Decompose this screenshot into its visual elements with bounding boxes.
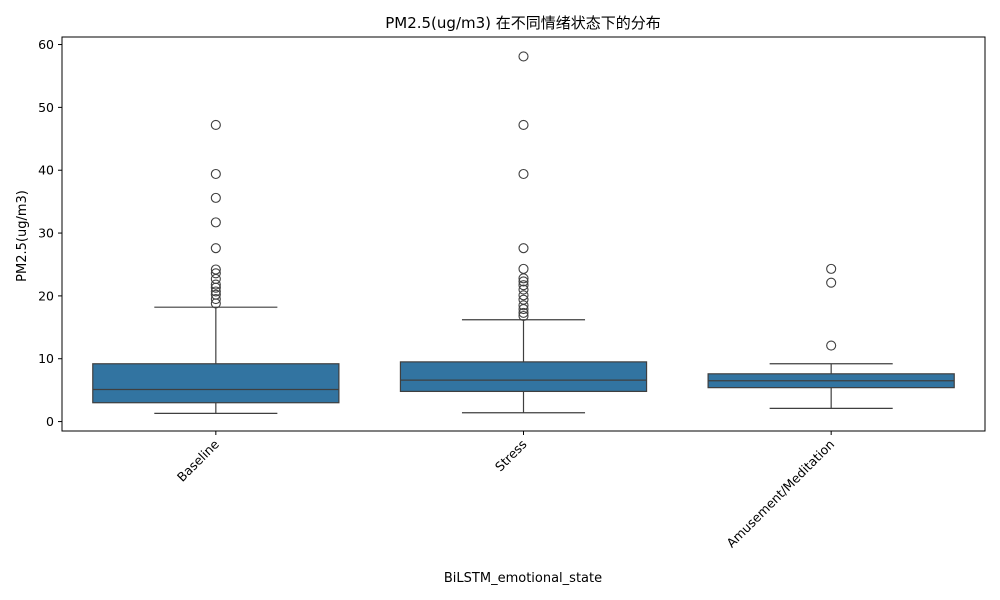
outlier-point (518, 51, 529, 62)
outlier-point (518, 243, 529, 254)
outlier-point (210, 289, 221, 300)
outlier-point (518, 307, 529, 318)
outlier-point (518, 284, 529, 295)
outlier-point (210, 168, 221, 180)
x-tick-label: Stress (492, 437, 530, 475)
chart-title: PM2.5(ug/m3) 在不同情绪状态下的分布 (385, 14, 661, 32)
box-iqr (92, 363, 340, 404)
outlier-point (518, 168, 529, 180)
x-axis-label: BiLSTM_emotional_state (444, 571, 602, 586)
outlier-point (518, 300, 529, 311)
y-axis-label: PM2.5(ug/m3) (15, 190, 30, 282)
outlier-point (210, 243, 221, 254)
box-iqr (399, 361, 648, 393)
y-tick-label: 0 (46, 414, 54, 429)
outlier-point (210, 286, 221, 297)
outlier-point (210, 293, 221, 305)
y-tick-label: 40 (38, 163, 54, 178)
outlier-point (518, 280, 529, 291)
box-group (707, 263, 955, 409)
outlier-point (826, 277, 837, 288)
y-tick-label: 10 (38, 351, 54, 366)
x-tick-label: Amusement/Meditation (723, 437, 837, 551)
y-tick-label: 20 (38, 288, 54, 303)
outlier-point (210, 192, 221, 203)
y-tick-label: 60 (38, 37, 54, 52)
outlier-point (826, 263, 837, 274)
outlier-point (518, 290, 529, 301)
outlier-point (210, 279, 221, 290)
box-group (92, 119, 340, 415)
x-axis: Baseline Stress Amusement/Meditation (174, 431, 837, 550)
outlier-point (518, 276, 529, 287)
outlier-point (210, 119, 221, 131)
outlier-point (518, 294, 529, 305)
outlier-point (518, 263, 529, 274)
outlier-point (210, 268, 221, 279)
plot-area (92, 51, 955, 415)
outlier-point (826, 340, 837, 351)
y-axis: 0 10 20 30 40 50 60 (38, 37, 62, 429)
box-group (399, 51, 648, 414)
outlier-point (210, 264, 221, 275)
x-tick-label: Baseline (174, 436, 222, 484)
outlier-point (518, 310, 529, 322)
y-tick-label: 30 (38, 226, 54, 241)
y-tick-label: 50 (38, 100, 54, 115)
outlier-point (210, 217, 221, 228)
outlier-point (518, 119, 529, 131)
